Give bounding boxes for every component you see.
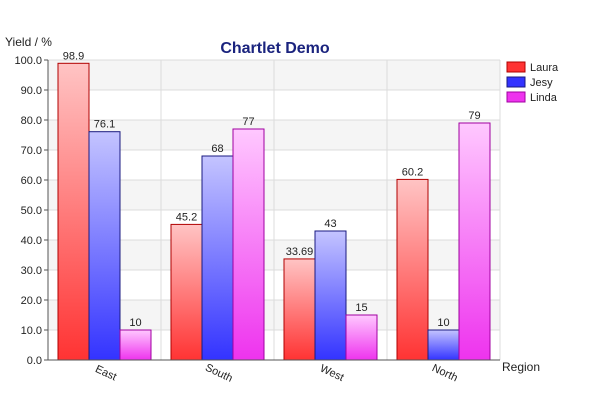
legend-label-linda: Linda (530, 92, 558, 104)
x-tick-labels: East South West North (93, 362, 459, 385)
x-tick-label-west: West (318, 363, 346, 384)
x-tick-label-east: East (93, 363, 118, 383)
legend-label-laura: Laura (530, 62, 559, 74)
bars (57, 62, 491, 361)
bar-jesy-north (427, 329, 460, 361)
y-tick-label: 60.0 (21, 175, 42, 187)
legend-swatch-linda (506, 91, 526, 103)
legend-label-jesy: Jesy (530, 77, 553, 89)
data-label-laura-west: 33.69 (286, 246, 314, 258)
bar-linda-north (458, 122, 491, 361)
data-label-jesy-south: 68 (211, 143, 223, 155)
data-label-jesy-north: 10 (437, 317, 449, 329)
bar-jesy-west (314, 230, 347, 361)
data-label-jesy-east: 76.1 (94, 119, 115, 131)
data-label-laura-north: 60.2 (402, 166, 423, 178)
x-tick-label-south: South (203, 362, 234, 385)
bar-linda-east (119, 329, 152, 361)
legend-swatch-laura (506, 61, 526, 73)
bar-laura-west (283, 258, 316, 361)
bar-jesy-south (201, 155, 234, 361)
x-axis-title: Region (502, 360, 540, 374)
y-tick-label: 100.0 (14, 55, 42, 67)
bar-linda-west (345, 314, 378, 361)
y-axis-title: Yield / % (5, 35, 52, 49)
y-tick-label: 0.0 (27, 355, 42, 367)
data-label-linda-west: 15 (355, 302, 367, 314)
bar-laura-east (57, 62, 90, 361)
bar-laura-north (396, 178, 429, 361)
y-tick-label: 80.0 (21, 115, 42, 127)
y-tick-label: 70.0 (21, 145, 42, 157)
legend-swatch-jesy (506, 76, 526, 88)
y-tick-label: 90.0 (21, 85, 42, 97)
data-label-linda-north: 79 (468, 110, 480, 122)
data-label-laura-south: 45.2 (176, 211, 197, 223)
legend: Laura Jesy Linda (506, 61, 559, 104)
y-tick-label: 30.0 (21, 265, 42, 277)
y-tick-label: 20.0 (21, 295, 42, 307)
data-label-linda-east: 10 (129, 317, 141, 329)
bar-laura-south (170, 223, 203, 361)
y-tick-label: 50.0 (21, 205, 42, 217)
bar-jesy-east (88, 131, 121, 361)
y-tick-labels: 0.0 10.0 20.0 30.0 40.0 50.0 60.0 70.0 80.0 90.0 1… (14, 55, 42, 367)
data-label-linda-south: 77 (242, 116, 254, 128)
data-label-laura-east: 98.9 (63, 50, 84, 62)
data-label-jesy-west: 43 (324, 218, 336, 230)
bar-linda-south (232, 128, 265, 361)
chart-title: Chartlet Demo (220, 40, 330, 57)
data-labels: 98.9 76.1 10 45.2 68 77 33.69 43 15 60.2 10 79 (63, 50, 481, 329)
y-tick-label: 40.0 (21, 235, 42, 247)
y-tick-label: 10.0 (21, 325, 42, 337)
axes (44, 59, 500, 361)
x-tick-label-north: North (430, 362, 459, 384)
